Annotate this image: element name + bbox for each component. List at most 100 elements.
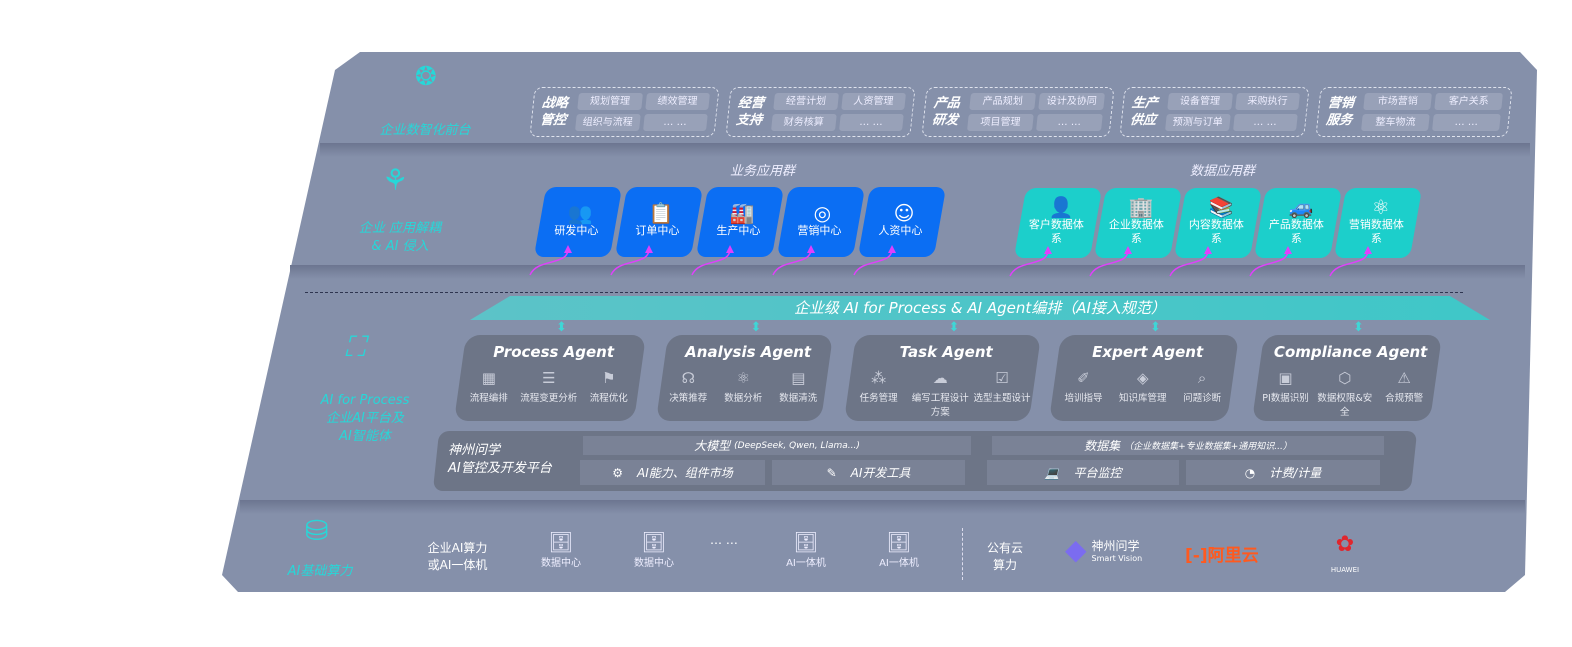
smart-vision-logo: ◆ 神州问学 Smart Vision [1065,533,1142,566]
layer-divider [320,143,1530,157]
agent-capabilities: ▣ PI数据识别 ⬡ 数据权限&安全 ⚠ 合规预警 [1256,369,1434,418]
down-arrow-icon: ⬍ [948,320,960,335]
layers-icon: ◈ [1137,369,1149,387]
diamond-icon: ◆ [1065,533,1087,566]
agent-capability-label: 合规预警 [1385,393,1424,404]
dataset-label: 数据集 [1084,439,1121,453]
agent-capabilities: ✐ 培训指导 ◈ 知识库管理 ⌕ 问题诊断 [1054,369,1232,404]
agent-capability: ☊ 决策推荐 [661,369,715,404]
aliyun-name: 阿里云 [1207,546,1259,566]
agent-card[interactable]: Compliance Agent ▣ PI数据识别 ⬡ 数据权限&安全 ⚠ 合规预警 [1251,335,1443,421]
server-icon: 🗄 [548,530,574,554]
ai-label: AI for Process 企业AI平台及 AI智能体 [300,392,430,446]
agent-capabilities: ⁂ 任务管理 ☁ 编写工程设计方案 ☑ 选型主题设计 [848,369,1033,418]
agent-capability: ▦ 流程编排 [459,369,518,404]
arrow-head [1364,246,1372,254]
connector-arrow [691,246,731,276]
server-item: 🗄 AI一体机 [875,530,923,569]
huawei-name: HUAWEI [1330,566,1360,574]
clean-icon: ▤ [791,369,806,387]
public-cloud-line2: 算力 [992,558,1017,572]
alert-icon: ⚠ [1397,369,1411,387]
arrow-head [645,245,653,253]
agent-card[interactable]: Process Agent ▦ 流程编排 ☰ 流程变更分析 ⚑ 流程优化 [453,335,647,421]
agent-capability: ⚑ 流程优化 [579,369,638,404]
model-note: (DeepSeek, Qwen, Llama...) [734,440,860,451]
aliyun-bracket-icon: [-] [1185,546,1208,566]
agent-capability-label: PI数据识别 [1262,393,1309,404]
agent-card[interactable]: Task Agent ⁂ 任务管理 ☁ 编写工程设计方案 ☑ 选型主题设计 [843,335,1042,421]
agent-capability-label: 决策推荐 [669,393,708,404]
task-icon: ⁂ [871,369,887,387]
billing-cell[interactable]: ◔ 计费/计量 [1186,460,1380,485]
server-icon: 🗄 [793,530,819,554]
ai-label-line1: AI for Process [320,393,410,408]
agent-name: Expert Agent [1092,343,1204,361]
agent-capability: ⚠ 合规预警 [1375,369,1434,418]
agent-capability: ⚛ 数据分析 [716,369,770,404]
connector-arrow [1169,247,1209,277]
devtools-label: AI开发工具 [850,466,911,480]
agent-capability: ✐ 培训指导 [1054,369,1113,404]
agent-capability-label: 选型主题设计 [973,393,1031,404]
connector-arrow [610,246,650,276]
server-label: 数据中心 [634,558,674,569]
market-icon: ⚙ [612,465,623,480]
server-icon: 🗄 [886,530,912,554]
huawei-petals-icon: ✿ [1335,532,1355,557]
model-label: 大模型 [694,439,731,453]
arrow-head [1204,246,1212,254]
arrow-head [1284,246,1292,254]
public-cloud-line1: 公有云 [986,541,1023,555]
server-item: 🗄 数据中心 [537,530,585,569]
market-cell[interactable]: ⚙ AI能力、组件市场 [580,460,765,485]
connector-arrow [529,246,569,276]
monitor-cell[interactable]: 💻 平台监控 [987,460,1179,485]
apps-label-line2: & AI 侵入 [371,239,429,254]
connector-arrow [772,246,812,276]
server-item: 🗄 AI一体机 [782,530,830,569]
shield-icon: ⬡ [1338,369,1352,387]
layer-divider [240,500,1525,514]
agent-capability: ☰ 流程变更分析 [519,369,578,404]
apps-label-line1: 企业 应用解耦 [358,221,442,236]
huawei-logo: ✿ HUAWEI [1325,533,1365,576]
connector-arrow [1009,247,1049,277]
agent-capability: ⌕ 问题诊断 [1173,369,1232,404]
agent-card[interactable]: Expert Agent ✐ 培训指导 ◈ 知识库管理 ⌕ 问题诊断 [1048,335,1240,421]
flow-chart-icon: ▦ [481,369,496,387]
agent-capability-label: 流程编排 [469,393,508,404]
agent-card[interactable]: Analysis Agent ☊ 决策推荐 ⚛ 数据分析 ▤ 数据清洗 [655,335,834,421]
list-icon: ☰ [542,369,556,387]
database-icon: ⛁ [305,514,329,547]
gauge-icon: ◔ [1244,465,1256,480]
aliyun-logo: [-]阿里云 [1185,541,1259,566]
server-item: 🗄 数据中心 [630,530,678,569]
agent-name: Task Agent [899,343,993,361]
brain-icon: ❂ [415,62,437,92]
agent-capabilities: ☊ 决策推荐 ⚛ 数据分析 ▤ 数据清洗 [661,369,826,404]
server-label: 数据中心 [541,558,581,569]
agent-capability-label: 流程变更分析 [520,393,578,404]
id-card-icon: ▣ [1278,369,1293,387]
connector-arrow [853,246,893,276]
connector-arrow [1089,247,1129,277]
face-scan-icon: ⛶ [345,330,365,363]
ai-label-line3: AI智能体 [339,429,391,444]
billing-label: 计费/计量 [1269,466,1322,480]
agent-capability-label: 数据分析 [724,393,763,404]
agent-capability: ◈ 知识库管理 [1113,369,1172,404]
server-label: AI一体机 [879,558,919,569]
molecule-icon: ⚘ [385,163,406,198]
agent-capabilities: ▦ 流程编排 ☰ 流程变更分析 ⚑ 流程优化 [459,369,639,404]
agent-capability: ⁂ 任务管理 [848,369,909,418]
agent-capability-label: 培训指导 [1064,393,1103,404]
arrow-head [888,245,896,253]
ai-label-line2: 企业AI平台及 [326,411,404,426]
down-arrow-icon: ⬍ [556,320,567,335]
server-icon: 🗄 [641,530,667,554]
devtools-cell[interactable]: ✎ AI开发工具 [772,460,965,485]
down-arrow-icon: ⬍ [750,320,762,335]
agent-name: Compliance Agent [1273,343,1428,361]
